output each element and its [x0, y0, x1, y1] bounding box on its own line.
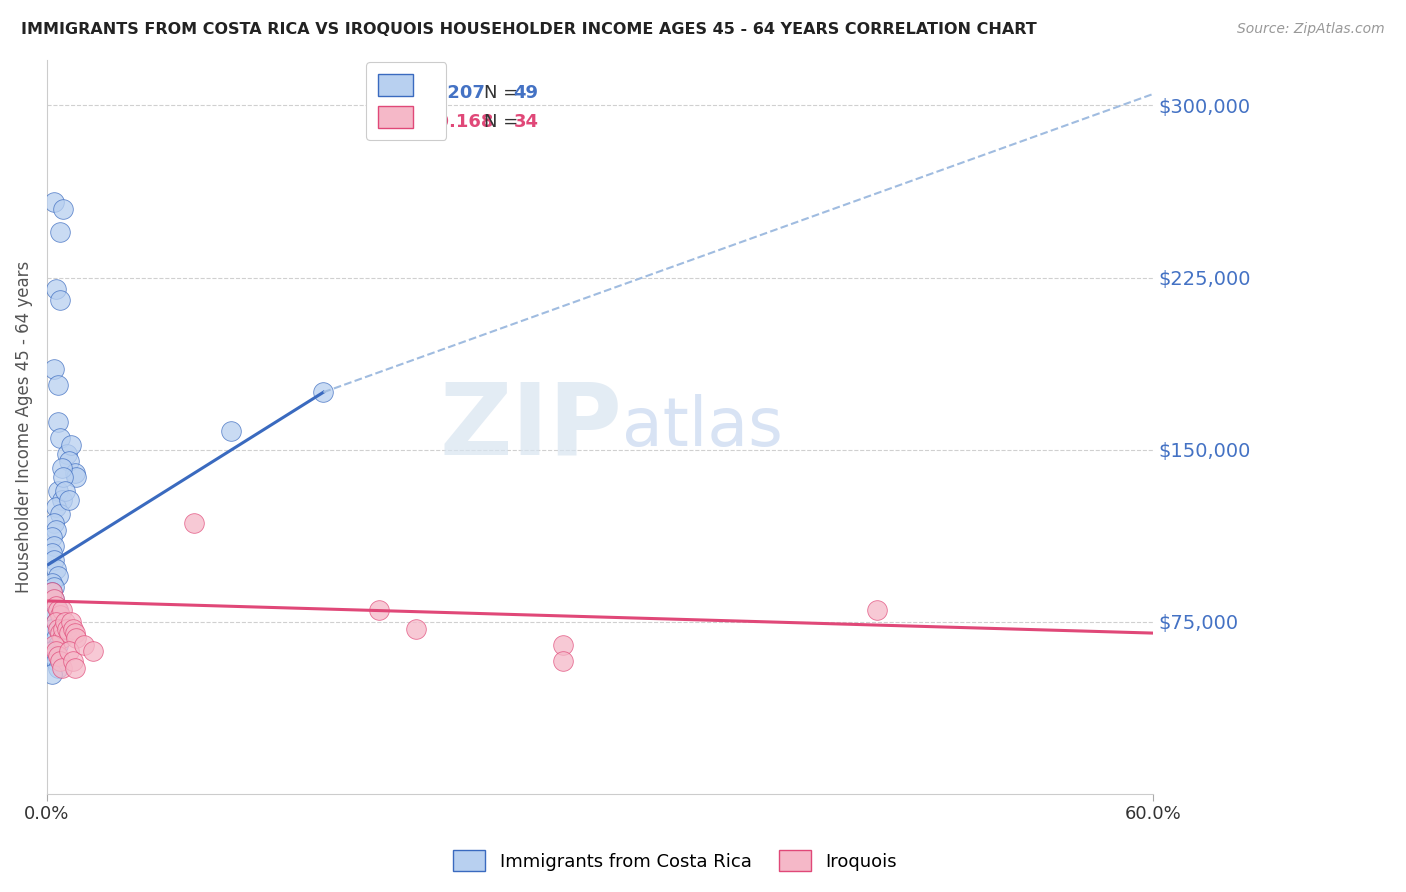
Point — [44, 591, 66, 606]
Point — [49, 626, 72, 640]
Point — [63, 626, 86, 640]
Y-axis label: Householder Income Ages 45 - 64 years: Householder Income Ages 45 - 64 years — [15, 260, 32, 593]
Point — [45, 500, 67, 514]
Point — [62, 622, 84, 636]
Point — [44, 648, 66, 663]
Point — [45, 615, 67, 629]
Point — [44, 539, 66, 553]
Legend: Immigrants from Costa Rica, Iroquois: Immigrants from Costa Rica, Iroquois — [446, 843, 904, 879]
Point — [44, 591, 66, 606]
Point — [51, 660, 73, 674]
Text: R =: R = — [395, 84, 434, 102]
Point — [53, 483, 76, 498]
Point — [44, 638, 66, 652]
Point — [45, 282, 67, 296]
Point — [58, 626, 80, 640]
Point — [45, 631, 67, 645]
Point — [45, 654, 67, 668]
Point — [551, 654, 574, 668]
Point — [41, 575, 63, 590]
Point — [63, 660, 86, 674]
Point — [51, 493, 73, 508]
Point — [49, 293, 72, 308]
Text: IMMIGRANTS FROM COSTA RICA VS IROQUOIS HOUSEHOLDER INCOME AGES 45 - 64 YEARS COR: IMMIGRANTS FROM COSTA RICA VS IROQUOIS H… — [21, 22, 1036, 37]
Point — [551, 638, 574, 652]
Point — [59, 615, 82, 629]
Point — [53, 615, 76, 629]
Point — [46, 648, 69, 663]
Point — [219, 424, 242, 438]
Text: N =: N = — [484, 84, 524, 102]
Legend:  ,  : , — [367, 62, 447, 140]
Point — [41, 622, 63, 636]
Point — [46, 660, 69, 674]
Point — [46, 378, 69, 392]
Point — [51, 631, 73, 645]
Point — [44, 194, 66, 209]
Point — [45, 615, 67, 629]
Point — [41, 644, 63, 658]
Text: 49: 49 — [513, 84, 538, 102]
Point — [46, 603, 69, 617]
Point — [59, 438, 82, 452]
Point — [46, 483, 69, 498]
Point — [44, 580, 66, 594]
Point — [56, 447, 79, 461]
Point — [58, 644, 80, 658]
Point — [405, 622, 427, 636]
Point — [45, 644, 67, 658]
Point — [63, 466, 86, 480]
Point — [45, 599, 67, 613]
Point — [51, 603, 73, 617]
Point — [312, 385, 335, 400]
Point — [49, 431, 72, 445]
Point — [41, 667, 63, 681]
Point — [51, 461, 73, 475]
Point — [44, 516, 66, 530]
Point — [49, 225, 72, 239]
Point — [41, 584, 63, 599]
Point — [44, 626, 66, 640]
Point — [41, 546, 63, 560]
Text: atlas: atlas — [621, 393, 783, 459]
Point — [45, 562, 67, 576]
Point — [49, 507, 72, 521]
Text: Source: ZipAtlas.com: Source: ZipAtlas.com — [1237, 22, 1385, 37]
Point — [46, 638, 69, 652]
Point — [49, 654, 72, 668]
Point — [56, 622, 79, 636]
Text: -0.168: -0.168 — [429, 113, 494, 131]
Text: N =: N = — [484, 113, 524, 131]
Point — [183, 516, 205, 530]
Point — [44, 552, 66, 566]
Point — [44, 607, 66, 622]
Point — [49, 607, 72, 622]
Point — [41, 584, 63, 599]
Point — [58, 454, 80, 468]
Point — [73, 638, 96, 652]
Point — [46, 603, 69, 617]
Point — [65, 470, 87, 484]
Point — [46, 415, 69, 429]
Point — [65, 631, 87, 645]
Point — [46, 568, 69, 582]
Point — [62, 654, 84, 668]
Point — [44, 362, 66, 376]
Point — [52, 202, 75, 216]
Point — [865, 603, 887, 617]
Point — [45, 523, 67, 537]
Text: R =: R = — [395, 113, 434, 131]
Point — [82, 644, 104, 658]
Text: 0.207: 0.207 — [429, 84, 485, 102]
Text: ZIP: ZIP — [439, 378, 621, 475]
Point — [46, 622, 69, 636]
Text: 34: 34 — [513, 113, 538, 131]
Point — [52, 622, 75, 636]
Point — [52, 470, 75, 484]
Point — [41, 530, 63, 544]
Point — [367, 603, 389, 617]
Point — [45, 599, 67, 613]
Point — [58, 493, 80, 508]
